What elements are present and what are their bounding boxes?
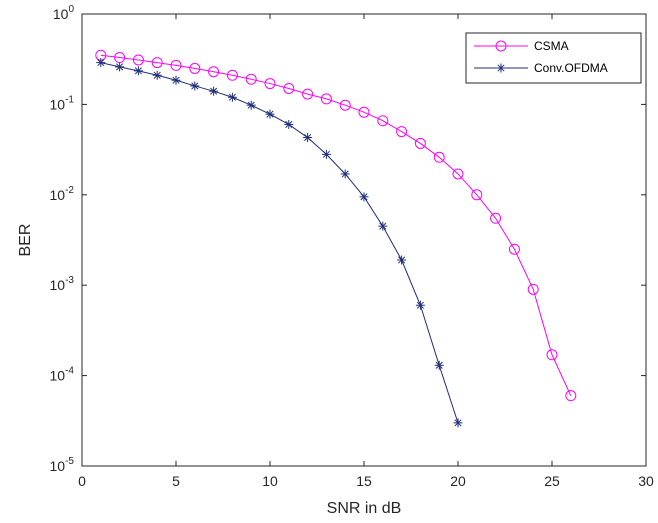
data-point-csma <box>264 78 276 90</box>
data-point-csma <box>527 283 539 295</box>
x-axis-ticks: 0 5 10 15 20 25 30 <box>78 14 654 489</box>
data-point-csma <box>396 126 408 138</box>
data-point-csma <box>508 243 520 255</box>
y-tick-base: 10 <box>50 96 66 112</box>
data-point-csma <box>339 99 351 111</box>
y-tick-exponent: -4 <box>65 366 74 377</box>
data-point-csma <box>302 88 314 100</box>
data-point-csma <box>151 57 163 69</box>
data-point-conv-ofdma <box>321 149 331 159</box>
x-tick-label: 10 <box>262 473 278 489</box>
data-point-conv-ofdma <box>397 255 407 265</box>
y-tick-base: 10 <box>50 368 66 384</box>
x-tick-label: 5 <box>172 473 180 489</box>
data-point-csma <box>452 168 464 180</box>
data-point-conv-ofdma <box>415 300 425 310</box>
series-line-conv-ofdma <box>100 62 459 424</box>
data-point-conv-ofdma <box>359 192 369 202</box>
data-point-csma <box>565 390 577 402</box>
legend-box <box>465 32 642 84</box>
y-tick-exponent: -2 <box>65 185 74 196</box>
y-tick-base: 10 <box>53 6 69 22</box>
data-point-conv-ofdma <box>246 100 256 110</box>
series-layer <box>95 49 577 428</box>
data-point-conv-ofdma <box>190 81 200 91</box>
data-point-csma <box>414 137 426 149</box>
legend-label: CSMA <box>534 39 569 53</box>
data-point-conv-ofdma <box>96 58 106 68</box>
data-point-csma <box>226 69 238 81</box>
y-tick-base: 10 <box>50 458 66 474</box>
data-point-csma <box>433 151 445 163</box>
data-point-conv-ofdma <box>152 70 162 80</box>
data-point-csma <box>490 212 502 224</box>
data-point-csma <box>132 54 144 66</box>
data-point-conv-ofdma <box>284 119 294 129</box>
x-tick-label: 15 <box>356 473 372 489</box>
x-tick-label: 0 <box>78 473 86 489</box>
data-point-csma <box>208 66 220 78</box>
y-tick-base: 10 <box>50 187 66 203</box>
data-point-conv-ofdma <box>115 62 125 72</box>
y-tick-label: 100 <box>53 4 75 22</box>
data-point-csma <box>170 59 182 71</box>
data-point-conv-ofdma <box>133 66 143 76</box>
y-axis-label: BER <box>17 224 34 257</box>
y-tick-exponent: -3 <box>65 275 74 286</box>
plot-area <box>81 13 647 467</box>
data-point-csma <box>471 189 483 201</box>
data-point-conv-ofdma <box>171 75 181 85</box>
data-point-csma <box>189 62 201 74</box>
y-tick-label: 10-3 <box>50 275 75 293</box>
y-tick-exponent: 0 <box>68 4 74 15</box>
data-point-conv-ofdma <box>227 92 237 102</box>
data-point-csma <box>358 106 370 118</box>
data-point-conv-ofdma <box>303 133 313 143</box>
y-tick-label: 10-1 <box>50 94 75 112</box>
data-point-conv-ofdma <box>340 169 350 179</box>
x-tick-label: 20 <box>450 473 466 489</box>
y-tick-label: 10-2 <box>50 185 75 203</box>
data-point-csma <box>283 82 295 94</box>
y-tick-exponent: -5 <box>65 456 74 467</box>
y-tick-base: 10 <box>50 277 66 293</box>
data-point-conv-ofdma <box>453 418 463 428</box>
data-point-conv-ofdma <box>434 360 444 370</box>
y-tick-label: 10-4 <box>50 366 75 384</box>
data-point-csma <box>546 349 558 361</box>
data-point-conv-ofdma <box>209 86 219 96</box>
legend: CSMA Conv.OFDMA <box>465 32 642 84</box>
x-tick-label: 25 <box>544 473 560 489</box>
x-axis-label: SNR in dB <box>327 500 402 517</box>
legend-marker <box>495 40 507 52</box>
x-tick-label: 30 <box>638 473 654 489</box>
data-point-conv-ofdma <box>378 221 388 231</box>
y-tick-label: 10-5 <box>50 456 75 474</box>
data-point-csma <box>245 73 257 85</box>
legend-marker <box>496 63 506 73</box>
legend-label: Conv.OFDMA <box>534 61 608 75</box>
data-point-csma <box>320 93 332 105</box>
data-point-csma <box>377 115 389 127</box>
data-point-conv-ofdma <box>265 109 275 119</box>
y-tick-exponent: -1 <box>65 94 74 105</box>
